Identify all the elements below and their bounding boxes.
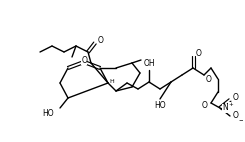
Text: O: O [233, 93, 239, 103]
Text: H: H [110, 79, 114, 83]
Text: −: − [238, 117, 243, 123]
Text: O: O [201, 102, 207, 110]
Text: O: O [233, 111, 239, 121]
Text: O: O [98, 36, 104, 44]
Text: +: + [228, 102, 233, 106]
Text: O: O [206, 75, 212, 83]
Text: HO: HO [42, 109, 54, 119]
Text: HO: HO [154, 102, 166, 110]
Text: N: N [222, 104, 228, 112]
Text: OH: OH [143, 59, 155, 67]
Text: O: O [196, 49, 202, 58]
Text: O: O [81, 56, 87, 64]
